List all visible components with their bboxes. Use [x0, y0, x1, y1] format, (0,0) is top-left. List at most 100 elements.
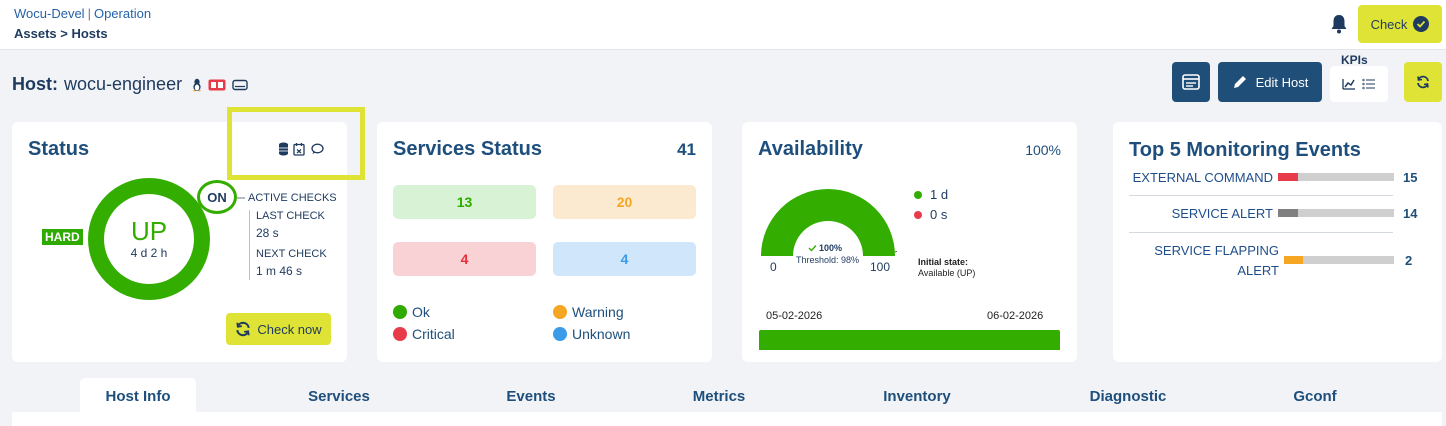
check-button-label: Check [1370, 16, 1408, 32]
event-bar-fill [1278, 209, 1298, 217]
state-type-badge: HARD [42, 229, 83, 245]
gauge-value: 100% [808, 243, 842, 253]
event-label: ALERT [1237, 263, 1279, 278]
event-label: SERVICE ALERT [1171, 206, 1273, 221]
divider [249, 210, 250, 280]
gauge-threshold: Threshold: 98% [796, 255, 860, 265]
critical-dot-icon [393, 327, 407, 341]
event-count: 14 [1403, 206, 1418, 221]
event-bar [1284, 256, 1394, 264]
comment-icon[interactable] [311, 143, 324, 155]
event-bar-fill [1278, 173, 1298, 181]
database-icon[interactable] [278, 142, 289, 156]
active-checks-label: ACTIVE CHECKS [248, 192, 337, 204]
event-bar-fill [1284, 256, 1303, 264]
tab-events[interactable]: Events [506, 387, 556, 405]
legend-critical-label: Critical [412, 326, 455, 342]
tab-host-info[interactable]: Host Info [80, 378, 196, 414]
host-name: wocu-engineer [64, 74, 183, 94]
breadcrumb-separator: | [87, 6, 91, 21]
availability-gauge [761, 189, 898, 256]
unknown-dot-icon [553, 327, 567, 341]
tab-metrics[interactable]: Metrics [692, 387, 746, 405]
gauge-min: 0 [770, 260, 777, 274]
event-bar [1278, 173, 1394, 181]
check-now-button[interactable]: Check now [226, 313, 331, 345]
status-card-title: Status [28, 138, 90, 160]
services-ok-count[interactable]: 13 [393, 185, 536, 219]
divider [1129, 195, 1393, 196]
warning-dot-icon [553, 305, 567, 319]
timeline-start-date: 05-02-2026 [766, 310, 823, 322]
last-check-label: LAST CHECK [256, 210, 325, 222]
host-state-center: UP 4 d 2 h [104, 194, 194, 284]
edit-host-label: Edit Host [1255, 74, 1309, 90]
tab-inventory[interactable]: Inventory [883, 387, 951, 405]
availability-timeline [759, 330, 1060, 350]
edit-host-button[interactable]: Edit Host [1218, 62, 1322, 102]
gauge-value-text: 100% [819, 243, 843, 253]
services-warning-count[interactable]: 20 [553, 185, 696, 219]
services-unknown-count[interactable]: 4 [553, 242, 696, 276]
services-status-title: Services Status [393, 138, 542, 160]
list-icon[interactable] [1362, 78, 1376, 90]
last-check-value: 28 s [256, 226, 279, 240]
tab-diagnostic[interactable]: Diagnostic [1089, 387, 1167, 405]
page-title: Host: wocu-engineer [12, 74, 248, 95]
kpis-toggle[interactable] [1330, 66, 1388, 102]
device-icon [232, 79, 248, 90]
chart-icon[interactable] [1342, 78, 1356, 90]
legend-critical: Critical [393, 326, 455, 342]
active-checks-toggle[interactable]: ON [197, 180, 237, 214]
divider [1129, 232, 1393, 233]
host-details-button[interactable] [1172, 62, 1210, 102]
top-events-title: Top 5 Monitoring Events [1129, 139, 1361, 161]
down-duration: 0 s [930, 207, 948, 222]
legend-up: 1 d [914, 187, 948, 202]
legend-unknown-label: Unknown [572, 326, 631, 342]
top-bar: Wocu-Devel | Operation Assets > Hosts Chec… [0, 0, 1446, 50]
availability-title: Availability [758, 138, 863, 160]
event-bar [1278, 209, 1394, 217]
status-actions-highlight [227, 107, 365, 180]
check-button[interactable]: Check [1358, 5, 1442, 43]
tab-content [12, 412, 1442, 426]
legend-unknown: Unknown [553, 326, 630, 342]
ok-dot-icon [393, 305, 407, 319]
tab-services[interactable]: Services [308, 387, 370, 405]
services-total: 41 [677, 140, 696, 159]
event-count: 15 [1403, 170, 1418, 185]
refresh-icon [236, 321, 251, 337]
up-duration: 1 d [930, 187, 949, 202]
up-dot-icon [914, 190, 922, 199]
availability-card: Availability 100% [742, 122, 1077, 362]
window-icon [1182, 74, 1200, 90]
linux-icon [192, 78, 202, 91]
bell-icon[interactable] [1330, 14, 1348, 34]
refresh-button[interactable] [1404, 62, 1442, 102]
initial-state-label: Initial state: [918, 257, 969, 267]
checkmark-icon [808, 245, 817, 252]
legend-ok: Ok [393, 304, 430, 320]
host-state-donut: UP 4 d 2 h [88, 178, 210, 300]
host-state-duration: 4 d 2 h [130, 246, 168, 260]
breadcrumb-section-link[interactable]: Operation [93, 6, 152, 21]
hardware-icon [208, 79, 226, 90]
breadcrumb-app: Wocu-Devel | Operation [14, 6, 151, 21]
refresh-icon [1417, 75, 1429, 89]
event-label: SERVICE FLAPPING [1154, 243, 1279, 258]
next-check-value: 1 m 46 s [256, 264, 303, 278]
services-critical-count[interactable]: 4 [393, 242, 536, 276]
legend-warning: Warning [553, 304, 624, 320]
event-count: 2 [1405, 253, 1413, 268]
breadcrumb-app-link[interactable]: Wocu-Devel [14, 6, 85, 21]
tab-gconf[interactable]: Gconf [1293, 387, 1337, 405]
next-check-label: NEXT CHECK [256, 248, 327, 260]
pencil-icon [1233, 76, 1246, 88]
host-label: Host: [12, 74, 58, 94]
event-label: EXTERNAL COMMAND [1132, 170, 1273, 185]
legend-down: 0 s [914, 207, 947, 222]
calendar-icon[interactable] [293, 142, 305, 156]
legend-ok-label: Ok [412, 304, 430, 320]
breadcrumb: Assets > Hosts [14, 26, 108, 41]
